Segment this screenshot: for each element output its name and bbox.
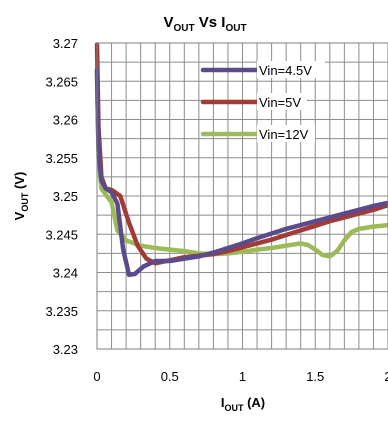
y-axis-label-sub: OUT	[20, 192, 30, 212]
chart-title-vs: Vs I	[195, 14, 226, 31]
series-line-vin-4-5v	[94, 67, 388, 278]
x-axis-label: IOUT (A)	[221, 395, 265, 413]
series-lines	[94, 42, 388, 278]
y-tick-label: 3.255	[45, 151, 78, 166]
y-tick-labels: 3.23 3.235 3.24 3.245 3.25 3.255 3.26 3.265 3.27	[45, 36, 78, 357]
y-tick-label: 3.265	[45, 74, 78, 89]
plot-border	[96, 42, 388, 350]
x-tick-label: 0	[93, 369, 100, 384]
y-tick-label: 3.26	[53, 113, 78, 128]
y-tick-label: 3.25	[53, 189, 78, 204]
legend-label-vin-4-5v: Vin=4.5V	[259, 63, 312, 78]
y-tick-label: 3.27	[53, 36, 78, 51]
y-axis-label: VOUT (V)	[12, 172, 30, 221]
x-axis-label-sub: OUT	[224, 403, 244, 413]
x-tick-label: 2	[384, 369, 388, 384]
chart-title-sub1: OUT	[173, 23, 194, 34]
x-tick-label: 1	[239, 369, 246, 384]
chart-title: VOUT Vs IOUT	[163, 14, 246, 34]
y-tick-label: 3.235	[45, 304, 78, 319]
chart-title-main: V	[163, 14, 173, 31]
series-line-vin-12v	[94, 67, 388, 259]
x-tick-labels: 0 0.5 1 1.5 2	[93, 369, 388, 384]
grid-lines	[97, 43, 388, 349]
x-tick-label: 1.5	[306, 369, 324, 384]
legend: Vin=4.5V Vin=5V Vin=12V	[200, 61, 325, 142]
y-axis-label-unit: (V)	[12, 172, 27, 193]
chart-title-sub2: OUT	[225, 23, 246, 34]
y-axis-label-main: V	[12, 211, 27, 220]
x-axis-label-main: I	[221, 395, 225, 410]
x-axis-label-unit: (A)	[243, 395, 265, 410]
y-tick-label: 3.24	[53, 266, 78, 281]
y-tick-label: 3.245	[45, 227, 78, 242]
y-tick-label: 3.23	[53, 342, 78, 357]
legend-label-vin-12v: Vin=12V	[259, 127, 309, 142]
x-tick-label: 0.5	[161, 369, 179, 384]
legend-label-vin-5v: Vin=5V	[259, 95, 301, 110]
